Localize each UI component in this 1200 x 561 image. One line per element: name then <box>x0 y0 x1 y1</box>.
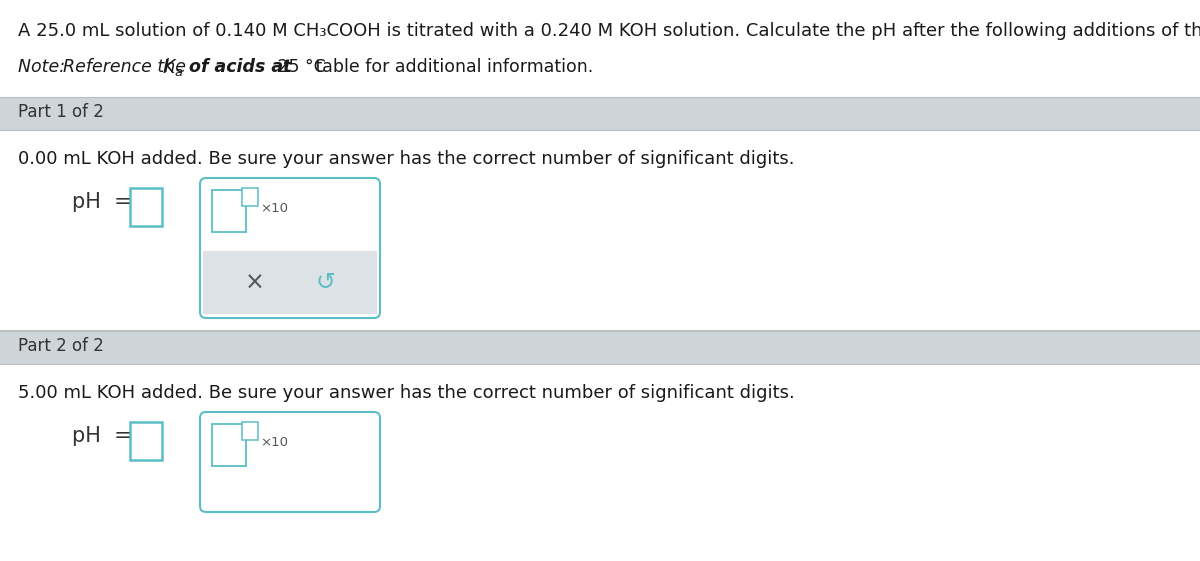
Bar <box>0 97 1200 130</box>
Bar <box>203 251 377 314</box>
Text: 0.00 mL KOH added. Be sure your answer has the correct number of significant dig: 0.00 mL KOH added. Be sure your answer h… <box>18 150 794 168</box>
Bar <box>0 364 1200 561</box>
Text: Note:: Note: <box>18 58 71 76</box>
Text: ×10: ×10 <box>260 202 288 215</box>
Text: 5.00 mL KOH added. Be sure your answer has the correct number of significant dig: 5.00 mL KOH added. Be sure your answer h… <box>18 384 794 402</box>
Bar <box>212 424 246 466</box>
Text: Part 1 of 2: Part 1 of 2 <box>18 103 104 121</box>
Text: ×10: ×10 <box>260 436 288 449</box>
Text: 25 °C: 25 °C <box>272 58 325 76</box>
Bar <box>242 188 258 206</box>
Text: A 25.0 mL solution of 0.140 M CH₃COOH is titrated with a 0.240 M KOH solution. C: A 25.0 mL solution of 0.140 M CH₃COOH is… <box>18 22 1200 40</box>
Text: pH  =: pH = <box>72 426 132 446</box>
Bar <box>130 422 162 460</box>
FancyBboxPatch shape <box>200 178 380 318</box>
Text: $K_a$: $K_a$ <box>162 58 184 79</box>
Text: Part 2 of 2: Part 2 of 2 <box>18 337 104 355</box>
Bar <box>0 331 1200 364</box>
Text: Reference the: Reference the <box>64 58 192 76</box>
Text: table for additional information.: table for additional information. <box>310 58 593 76</box>
Bar <box>130 188 162 226</box>
Text: pH  =: pH = <box>72 192 132 212</box>
Text: ↺: ↺ <box>316 270 335 295</box>
Bar <box>0 130 1200 330</box>
Text: of acids at: of acids at <box>182 58 292 76</box>
Text: ×: × <box>245 270 265 295</box>
Bar <box>242 422 258 440</box>
FancyBboxPatch shape <box>200 412 380 512</box>
Bar <box>212 190 246 232</box>
